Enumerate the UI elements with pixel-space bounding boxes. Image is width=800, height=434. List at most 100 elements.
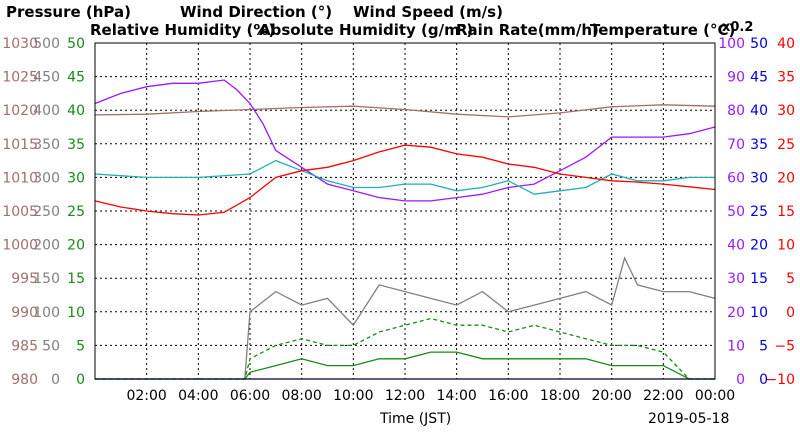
y-tick-rain: 30: [750, 170, 768, 186]
series-lines: [94, 79, 716, 380]
y-tick-wind_direction: 150: [33, 271, 60, 287]
right-axes: 0102030405060708090100051015202530354045…: [718, 36, 795, 388]
y-tick-pressure: 1025: [2, 70, 38, 86]
y-tick-wind_speed: 40: [67, 103, 85, 119]
y-tick-wind_speed: 45: [67, 70, 85, 86]
legend-wind-speed: Wind Speed (m/s): [353, 3, 503, 21]
y-tick-rain: 5: [759, 338, 768, 354]
y-tick-temperature: 25: [777, 137, 795, 153]
y-tick-rain: 50: [750, 36, 768, 52]
grid: [95, 43, 715, 379]
date-label: 2019-05-18: [648, 411, 729, 427]
y-tick-wind_speed: 50: [67, 36, 85, 52]
y-tick-wind_speed: 15: [67, 271, 85, 287]
y-tick-wind_direction: 400: [33, 103, 60, 119]
y-tick-wind_direction: 200: [33, 238, 60, 254]
legend-wind-direction: Wind Direction (°): [180, 3, 332, 21]
legend-scale-note: x0.2: [722, 20, 753, 35]
y-tick-humidity: 10: [727, 338, 745, 354]
plot-frame: [94, 42, 716, 380]
y-tick-rain: 20: [750, 238, 768, 254]
y-tick-wind_speed: 35: [67, 137, 85, 153]
x-tick-label: 18:00: [540, 388, 580, 404]
y-tick-humidity: 70: [727, 137, 745, 153]
y-tick-wind_speed: 25: [67, 204, 85, 220]
x-axis-ticks: 02:00 04:00 06:00 08:00 10:00 12:00 14:00 16:00…: [126, 388, 735, 404]
y-tick-pressure: 1010: [2, 170, 38, 186]
y-tick-temperature: −10: [765, 372, 795, 388]
y-tick-temperature: −5: [774, 338, 795, 354]
legend-absolute-humidity: Absolute Humidity (g/m³): [259, 21, 473, 39]
y-tick-wind_direction: 100: [33, 305, 60, 321]
x-tick-label: 16:00: [488, 388, 528, 404]
y-tick-wind_direction: 500: [33, 36, 60, 52]
series-line-wind-direction: [244, 256, 716, 380]
y-tick-rain: 45: [750, 70, 768, 86]
y-tick-pressure: 1015: [2, 137, 38, 153]
x-tick-label: 12:00: [385, 388, 425, 404]
y-tick-pressure: 985: [11, 338, 38, 354]
y-tick-wind_speed: 30: [67, 170, 85, 186]
y-tick-wind_speed: 0: [76, 372, 85, 388]
y-tick-temperature: 0: [786, 305, 795, 321]
series-line-relative-humidity: [94, 79, 716, 202]
series-line-absolute-humidity-g-m: [94, 159, 715, 195]
y-tick-wind_direction: 350: [33, 137, 60, 153]
y-tick-rain: 0: [759, 372, 768, 388]
y-tick-temperature: 20: [777, 170, 795, 186]
y-tick-wind_direction: 450: [33, 70, 60, 86]
y-tick-humidity: 90: [727, 70, 745, 86]
y-tick-rain: 10: [750, 305, 768, 321]
y-tick-humidity: 50: [727, 204, 745, 220]
y-tick-humidity: 30: [727, 271, 745, 287]
y-tick-pressure: 990: [11, 305, 38, 321]
y-tick-wind_speed: 5: [76, 338, 85, 354]
y-tick-temperature: 40: [777, 36, 795, 52]
y-tick-pressure: 980: [11, 372, 38, 388]
legend-rain-rate: Rain Rate(mm/h): [456, 21, 599, 39]
series-line-wind-speed-m-s: [95, 351, 715, 380]
x-tick-label: 10:00: [333, 388, 373, 404]
y-tick-humidity: 0: [736, 372, 745, 388]
y-tick-pressure: 1020: [2, 103, 38, 119]
y-tick-rain: 15: [750, 271, 768, 287]
y-tick-humidity: 100: [718, 36, 745, 52]
left-axes: 9809859909951000100510101015102010251030…: [2, 36, 85, 388]
y-tick-rain: 35: [750, 137, 768, 153]
x-tick-label: 06:00: [230, 388, 270, 404]
y-tick-humidity: 40: [727, 238, 745, 254]
y-tick-rain: 25: [750, 204, 768, 220]
x-tick-label: 22:00: [643, 388, 683, 404]
y-tick-temperature: 15: [777, 204, 795, 220]
y-tick-humidity: 60: [727, 170, 745, 186]
x-tick-label: 02:00: [126, 388, 166, 404]
y-tick-pressure: 1005: [2, 204, 38, 220]
x-tick-label: 00:00: [695, 388, 735, 404]
series-line-temperature-c: [94, 144, 716, 216]
y-tick-pressure: 995: [11, 271, 38, 287]
y-tick-rain: 40: [750, 103, 768, 119]
y-tick-humidity: 20: [727, 305, 745, 321]
x-axis-label: Time (JST): [379, 411, 451, 427]
y-tick-wind_direction: 250: [33, 204, 60, 220]
legend-pressure: Pressure (hPa): [6, 3, 131, 21]
y-tick-temperature: 10: [777, 238, 795, 254]
y-tick-wind_speed: 10: [67, 305, 85, 321]
series-line-pressure-hpa: [94, 104, 716, 118]
x-tick-label: 04:00: [178, 388, 218, 404]
y-tick-pressure: 1000: [2, 238, 38, 254]
y-tick-wind_direction: 50: [42, 338, 60, 354]
legend-relative-humidity: Relative Humidity (%): [90, 21, 275, 39]
x-tick-label: 08:00: [281, 388, 321, 404]
y-tick-temperature: 30: [777, 103, 795, 119]
legend-temperature: Temperature (°C): [590, 21, 735, 39]
x-tick-label: 20:00: [591, 388, 631, 404]
series-line-wind-speed-gust-m-s: [95, 317, 715, 380]
y-tick-humidity: 80: [727, 103, 745, 119]
y-tick-pressure: 1030: [2, 36, 38, 52]
y-tick-wind_speed: 20: [67, 238, 85, 254]
y-tick-wind_direction: 300: [33, 170, 60, 186]
x-tick-label: 14:00: [436, 388, 476, 404]
y-tick-temperature: 5: [786, 271, 795, 287]
